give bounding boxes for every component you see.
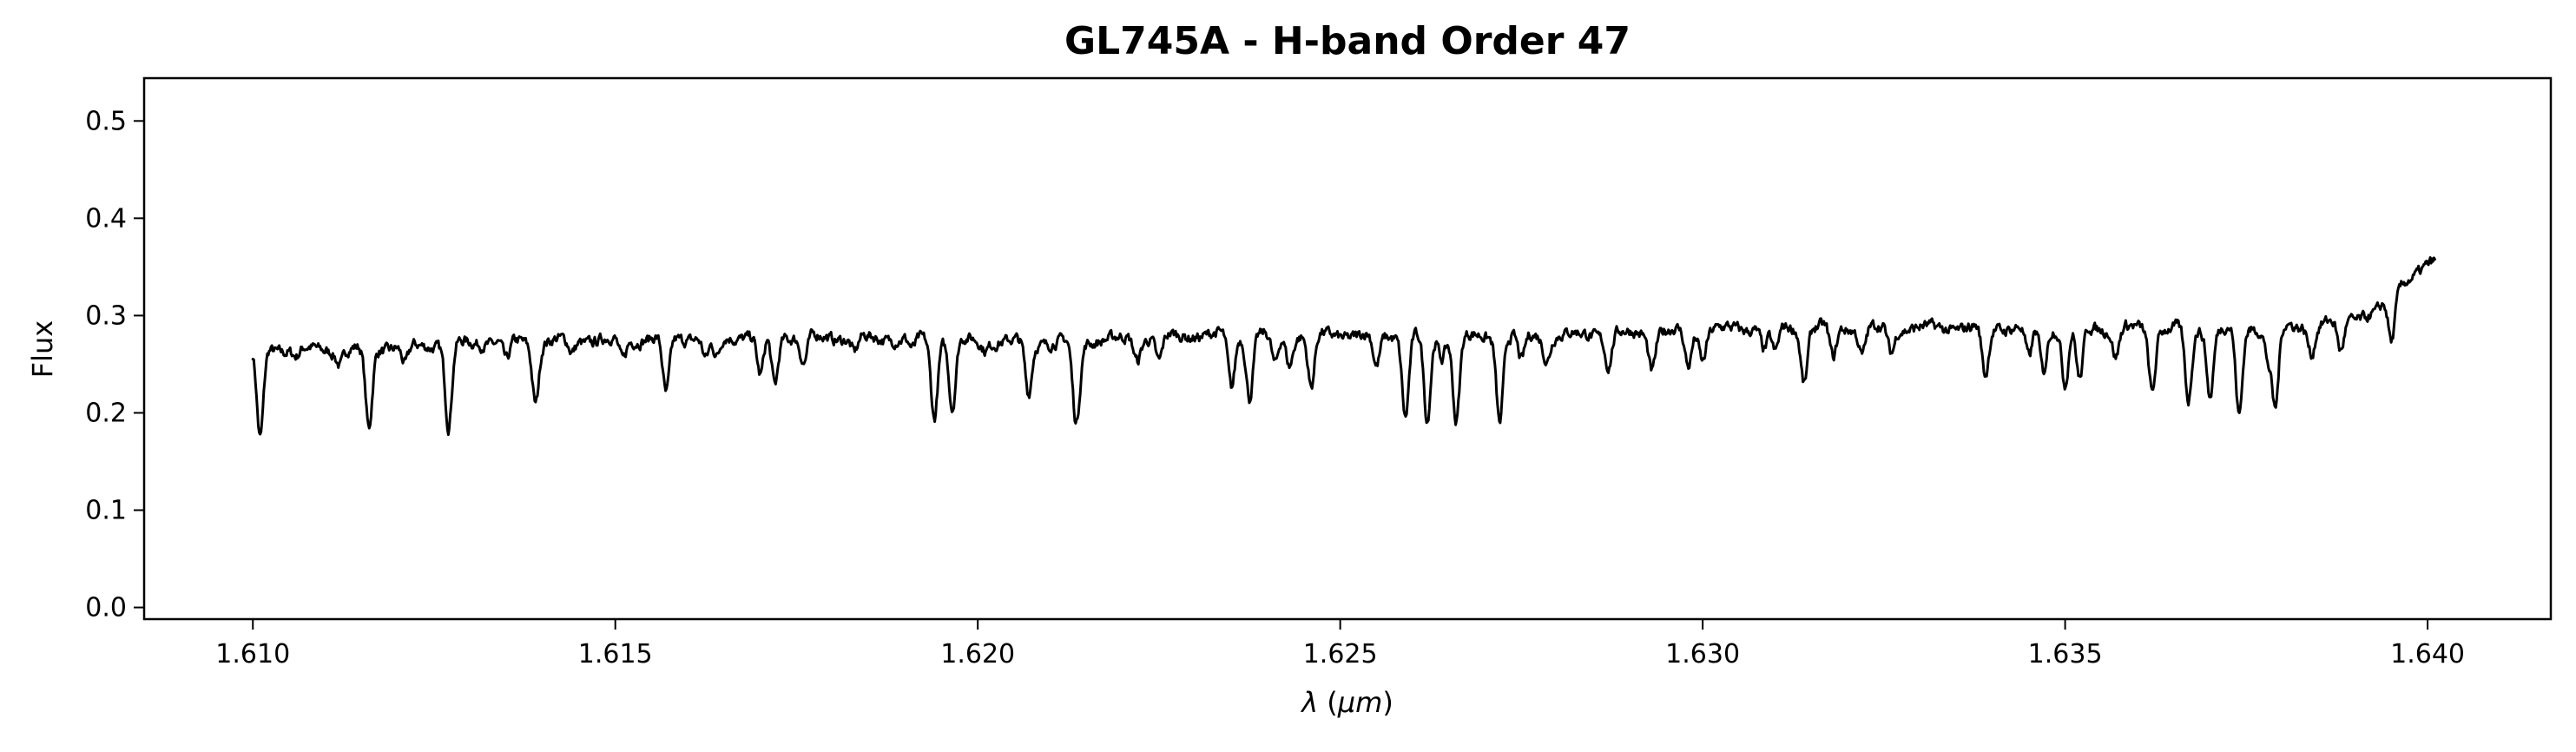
x-axis-paren-close: ): [1382, 686, 1393, 719]
x-tick-label: 1.615: [578, 639, 653, 670]
y-tick-label: 0.3: [85, 300, 127, 331]
y-tick-label: 0.1: [85, 496, 127, 526]
y-tick-label: 0.2: [85, 398, 127, 428]
x-tick-label: 1.620: [940, 639, 1015, 670]
x-axis-symbol: λ: [1300, 686, 1318, 719]
y-tick-label: 0.4: [85, 203, 127, 234]
series-line-flux: [251, 256, 2436, 437]
x-tick-label: 1.610: [215, 639, 290, 670]
plot-area: [251, 256, 2436, 437]
y-axis-label: Flux: [26, 320, 59, 379]
chart-title: GL745A - H-band Order 47: [1064, 19, 1631, 63]
x-axis-unit: μm: [1337, 686, 1383, 719]
x-tick-label: 1.635: [2028, 639, 2103, 670]
y-tick-label: 0.5: [85, 106, 127, 136]
x-tick-label: 1.640: [2390, 639, 2465, 670]
y-axis: 0.0 0.1 0.2 0.3 0.4 0.5: [85, 106, 144, 623]
x-axis-paren-open: (: [1318, 686, 1338, 719]
x-axis: 1.610 1.615 1.620 1.625 1.630 1.635 1.640: [215, 619, 2465, 670]
y-tick-label: 0.0: [85, 593, 127, 623]
x-axis-label: λ (μm): [1300, 686, 1393, 719]
x-tick-label: 1.625: [1303, 639, 1378, 670]
x-tick-label: 1.630: [1665, 639, 1740, 670]
plot-frame: [142, 76, 2553, 621]
